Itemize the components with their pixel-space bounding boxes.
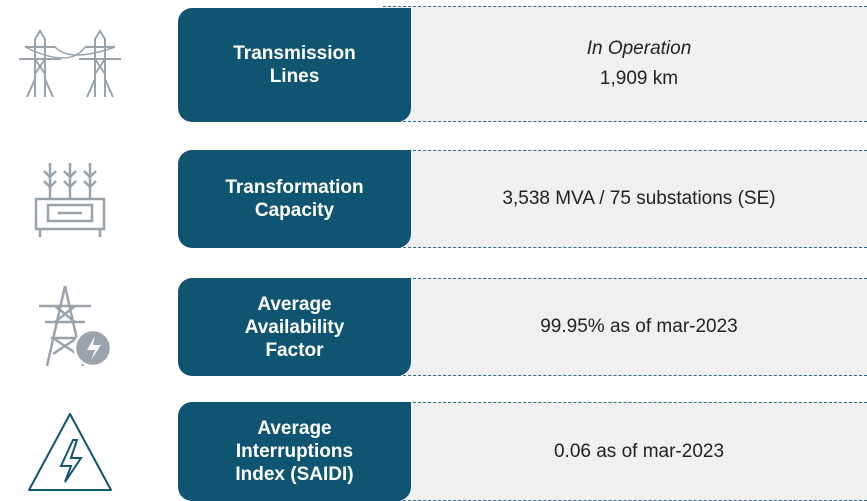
value: 99.95% as of mar-2023 <box>540 316 738 337</box>
value: 0.06 as of mar-2023 <box>553 440 725 462</box>
value: 1,909 km <box>599 68 679 89</box>
label-box: Average Interruptions Index (SAIDI) <box>178 402 411 501</box>
value-panel <box>383 278 867 376</box>
row: Average Interruptions Index (SAIDI) 0.06… <box>0 402 867 501</box>
icon-high-voltage <box>0 402 140 501</box>
row: Transmission Lines In Operation 1,909 km <box>0 6 867 122</box>
value-area: 99.95% as of mar-2023 <box>411 278 867 376</box>
icon-transformer <box>0 150 140 248</box>
value-panel <box>383 150 867 248</box>
label-box: Transformation Capacity <box>178 150 411 248</box>
value-panel <box>383 6 867 122</box>
value: 3,538 MVA / 75 substations (SE) <box>502 188 776 209</box>
icon-transmission <box>0 6 140 122</box>
label-box: Transmission Lines <box>178 8 411 122</box>
label-box: Average Availability Factor <box>178 278 411 376</box>
value-area: In Operation 1,909 km <box>411 6 867 122</box>
icon-tower-power <box>0 278 140 376</box>
note: In Operation <box>586 38 692 59</box>
row: Transformation Capacity 3,538 MVA / 75 s… <box>0 150 867 248</box>
value-area: 3,538 MVA / 75 substations (SE) <box>411 150 867 248</box>
row: Average Availability Factor 99.95% as of… <box>0 278 867 376</box>
value-area: 0.06 as of mar-2023 <box>411 402 867 501</box>
